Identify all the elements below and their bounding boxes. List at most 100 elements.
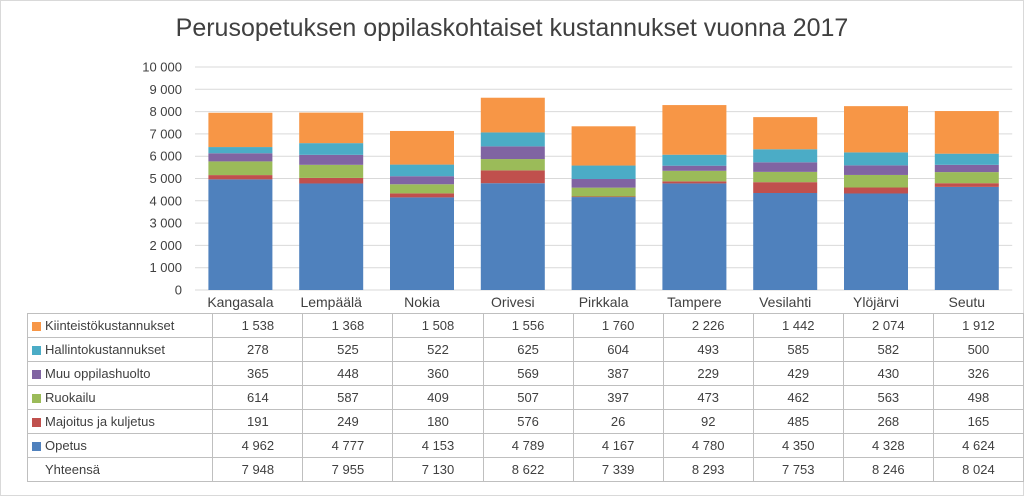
data-label: 4 167	[572, 433, 664, 458]
bar-segment	[662, 181, 727, 184]
series-label: Opetus	[26, 433, 214, 458]
y-tick-label: 6 000	[149, 149, 182, 164]
data-label: 587	[302, 385, 394, 410]
series-label: Yhteensä	[26, 457, 214, 482]
data-label: 7 130	[392, 457, 484, 482]
data-label: 604	[572, 337, 664, 362]
bar-segment	[299, 177, 364, 184]
data-label: 4 328	[842, 433, 934, 458]
y-tick-label: 3 000	[149, 216, 182, 231]
data-label: 1 368	[302, 313, 394, 338]
bar-segment	[390, 176, 454, 185]
category-labels: Kangasala Lempäälä Nokia Orivesi Pirkkala Tam…	[207, 294, 985, 310]
data-label: 1 760	[572, 313, 664, 338]
y-tick-label: 10 000	[142, 60, 182, 75]
series-name: Kiinteistökustannukset	[45, 318, 175, 334]
data-table: Kiinteistökustannukset 1 538 1 368 1 508 1 5…	[26, 313, 1024, 482]
bar-segment	[299, 112, 364, 144]
data-label: 1 538	[212, 313, 304, 338]
y-tick-label: 4 000	[149, 193, 182, 208]
bar-segment	[844, 187, 908, 194]
data-label: 360	[392, 361, 484, 386]
bar-segment	[208, 179, 273, 290]
bar-segment	[208, 161, 273, 176]
category-label: Nokia	[404, 294, 440, 310]
series-name: Ruokailu	[45, 390, 96, 406]
y-tick-label: 9 000	[149, 82, 182, 97]
data-label: 2 074	[842, 313, 934, 338]
y-tick-label: 8 000	[149, 104, 182, 119]
chart-title: Perusopetuksen oppilaskohtaiset kustannu…	[175, 14, 849, 42]
category-label: Orivesi	[491, 294, 535, 310]
data-label: 4 350	[752, 433, 844, 458]
data-label: 4 624	[932, 433, 1024, 458]
data-label: 493	[662, 337, 754, 362]
category-label: Kangasala	[207, 294, 273, 310]
bar-segment	[571, 165, 636, 180]
data-label: 92	[662, 409, 754, 434]
data-label: 326	[932, 361, 1024, 386]
table-row: Opetus 4 962 4 777 4 153 4 789 4 167 4 780 4 35…	[26, 433, 1024, 458]
data-label: 7 955	[302, 457, 394, 482]
series-name: Opetus	[45, 438, 87, 454]
category-label: Pirkkala	[579, 294, 629, 310]
bar-segment	[390, 193, 454, 198]
data-label: 409	[392, 385, 484, 410]
bar-segment	[480, 146, 545, 160]
data-label: 2 226	[662, 313, 754, 338]
legend-swatch	[32, 441, 41, 451]
bar-segment	[480, 170, 545, 184]
data-label: 569	[482, 361, 574, 386]
table-row: Hallintokustannukset 278 525 522 625 604 493 58…	[26, 337, 1024, 362]
bar-segment	[480, 159, 545, 171]
stacked-bar-plot: 0 1 000 2 000 3 000 4 000 5 000 6 000 7 000 8 00…	[142, 60, 1013, 310]
bar-segment	[662, 183, 727, 290]
bar-segment	[844, 152, 908, 166]
data-label: 500	[932, 337, 1024, 362]
data-label: 180	[392, 409, 484, 434]
data-label: 430	[842, 361, 934, 386]
bar-segment	[390, 197, 454, 290]
data-label: 563	[842, 385, 934, 410]
data-label: 26	[572, 409, 664, 434]
bar-segment	[299, 164, 364, 178]
data-label: 165	[932, 409, 1024, 434]
data-label: 8 024	[932, 457, 1024, 482]
y-tick-label: 5 000	[149, 171, 182, 186]
bar-segment	[662, 154, 727, 166]
bar-segment	[934, 164, 999, 173]
bar-segment	[299, 183, 364, 290]
series-label: Muu oppilashuolto	[26, 361, 214, 386]
bar-segment	[753, 117, 818, 150]
y-axis: 0 1 000 2 000 3 000 4 000 5 000 6 000 7 000 8 00…	[142, 60, 182, 298]
data-label: 4 153	[392, 433, 484, 458]
y-tick-label: 7 000	[149, 126, 182, 141]
data-label: 625	[482, 337, 574, 362]
series-label: Kiinteistökustannukset	[26, 313, 214, 338]
table-row: Kiinteistökustannukset 1 538 1 368 1 508 1 5…	[26, 313, 1024, 338]
bar-segment	[299, 154, 364, 165]
bar-segment	[480, 97, 545, 133]
bar-segment	[390, 164, 454, 177]
data-label: 429	[752, 361, 844, 386]
data-label: 614	[212, 385, 304, 410]
bar-segment	[753, 182, 818, 193]
data-label: 462	[752, 385, 844, 410]
series-label: Hallintokustannukset	[26, 337, 214, 362]
series-name: Hallintokustannukset	[45, 342, 165, 358]
data-label: 4 962	[212, 433, 304, 458]
bar-segment	[934, 186, 999, 290]
category-label: Ylöjärvi	[853, 294, 899, 310]
data-label: 7 948	[212, 457, 304, 482]
y-tick-label: 1 000	[149, 260, 182, 275]
bar-segment	[844, 106, 908, 153]
data-label: 249	[302, 409, 394, 434]
bar-segment	[753, 149, 818, 163]
data-label: 8 293	[662, 457, 754, 482]
data-label: 4 780	[662, 433, 754, 458]
bar-segment	[390, 130, 454, 165]
table-row: Ruokailu 614 587 409 507 397 473 462 563 498	[26, 385, 1024, 410]
bar-segment	[299, 143, 364, 155]
category-label: Seutu	[949, 294, 986, 310]
data-label: 1 442	[752, 313, 844, 338]
